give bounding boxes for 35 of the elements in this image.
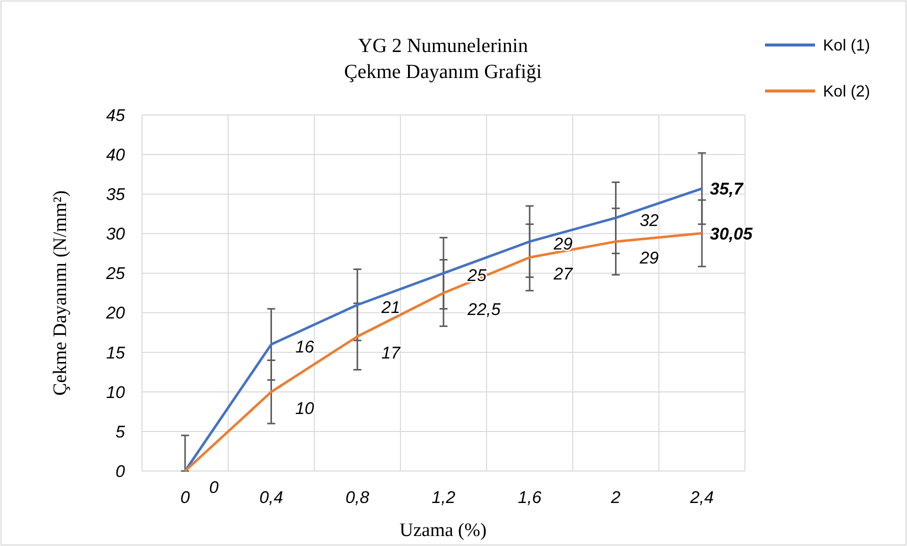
y-tick-label: 35 xyxy=(106,185,126,204)
x-tick-label: 0,8 xyxy=(346,488,370,507)
y-tick-label: 0 xyxy=(116,462,126,481)
y-axis-title: Çekme Dayanımı (N/mm²) xyxy=(50,190,71,396)
data-label: 21 xyxy=(380,298,400,317)
chart-title: YG 2 Numunelerinin Çekme Dayanım Grafiği xyxy=(344,35,542,83)
x-axis-title: Uzama (%) xyxy=(399,520,487,541)
line-series xyxy=(184,232,704,472)
data-label: 16 xyxy=(295,337,315,356)
y-tick-label: 40 xyxy=(106,146,126,165)
y-tick-label: 15 xyxy=(106,343,126,362)
legend-label: Kol (2) xyxy=(823,84,870,101)
x-tick-label: 0 xyxy=(180,488,190,507)
y-tick-label: 30 xyxy=(106,224,126,244)
y-tick-label: 5 xyxy=(116,422,126,442)
x-tick-label: 2 xyxy=(610,488,622,507)
x-tick-label: 1,2 xyxy=(432,488,456,507)
data-label: 27 xyxy=(552,264,574,284)
x-tick-label: 2,4 xyxy=(689,488,714,507)
y-tick-label: 45 xyxy=(106,106,126,125)
data-label: 30,05 xyxy=(710,224,754,244)
data-label: 10 xyxy=(295,398,315,418)
line-series xyxy=(184,187,704,472)
data-label: 32 xyxy=(640,210,660,230)
data-label: 29 xyxy=(552,234,574,254)
y-tick-label: 25 xyxy=(105,264,126,284)
data-label: 22,5 xyxy=(466,300,502,319)
data-label: 17 xyxy=(381,344,401,363)
data-label: 29 xyxy=(638,248,660,268)
x-tick-label: 1,6 xyxy=(518,488,542,507)
y-tick-label: 10 xyxy=(106,382,126,402)
legend-label: Kol (1) xyxy=(823,38,870,55)
y-tick-label: 20 xyxy=(105,304,126,323)
data-label: 35,7 xyxy=(710,180,745,199)
x-tick-label: 0,4 xyxy=(259,488,284,507)
